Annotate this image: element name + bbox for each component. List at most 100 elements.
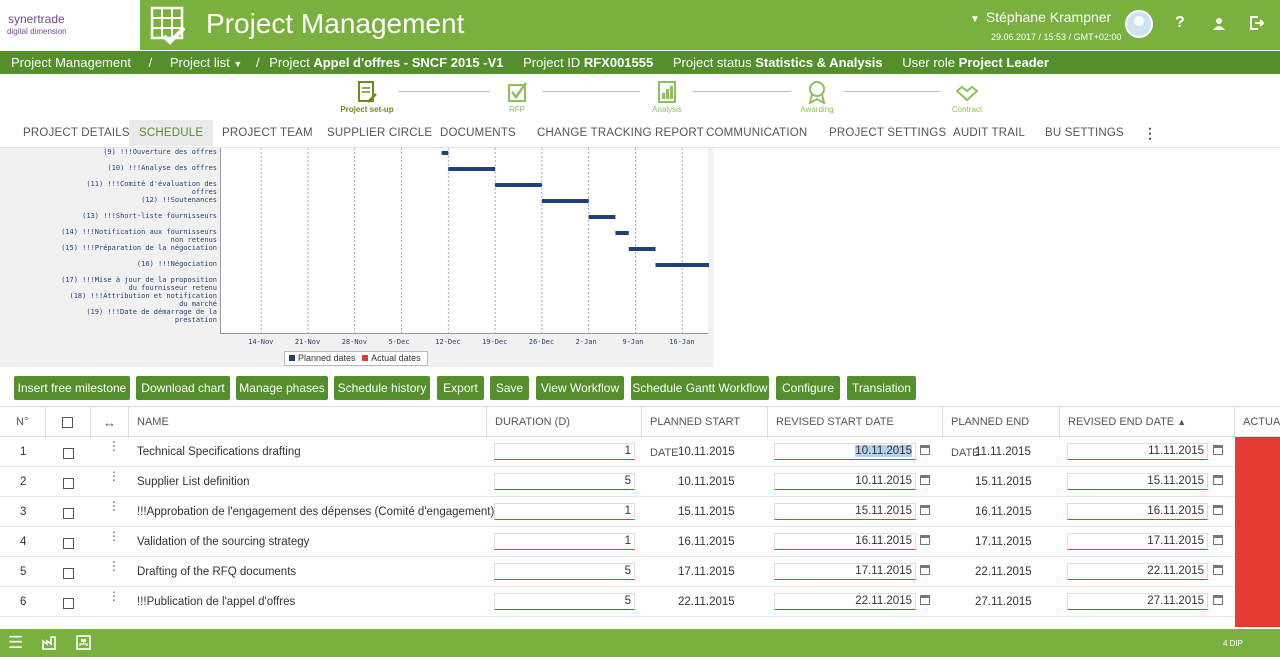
table-row[interactable]: 5 ⋮ Drafting of the RFQ documents 5 17.11.20… (0, 557, 1280, 587)
calendar-icon[interactable] (1213, 445, 1223, 455)
download-chart-button[interactable]: Download chart (136, 376, 230, 400)
avatar[interactable] (1125, 10, 1153, 38)
org-chart-icon[interactable] (76, 635, 91, 650)
revised-end-input[interactable]: 16.11.2015 (1067, 503, 1208, 520)
logout-icon[interactable] (1249, 15, 1265, 31)
revised-start-input[interactable]: 17.11.2015 (774, 563, 916, 580)
table-row[interactable]: 1 ⋮ Technical Specifications drafting 1 10.1… (0, 437, 1280, 467)
revised-end-input[interactable]: 15.11.2015 (1067, 473, 1208, 490)
gantt-bar[interactable] (628, 247, 656, 251)
calendar-icon[interactable] (1213, 565, 1223, 575)
col-name[interactable]: NAME (129, 407, 487, 438)
tab-change-tracking-report[interactable]: CHANGE TRACKING REPORT (537, 127, 704, 139)
save-button[interactable]: Save (490, 376, 529, 400)
row-menu-icon[interactable]: ⋮ (108, 589, 120, 603)
col-revised-start[interactable]: REVISED START DATE (768, 407, 943, 438)
revised-end-input[interactable]: 17.11.2015 (1067, 533, 1208, 550)
gantt-bar[interactable] (615, 231, 629, 235)
tab-communication[interactable]: COMMUNICATION (706, 127, 808, 139)
calendar-icon[interactable] (1213, 505, 1223, 515)
calendar-icon[interactable] (920, 535, 930, 545)
row-checkbox[interactable] (63, 478, 74, 489)
schedule-gantt-workflow-button[interactable]: Schedule Gantt Workflow (631, 376, 769, 400)
calendar-icon[interactable] (920, 445, 930, 455)
factory-icon[interactable] (42, 636, 57, 650)
row-checkbox[interactable] (63, 568, 74, 579)
revised-start-input[interactable]: 16.11.2015 (774, 533, 916, 550)
row-checkbox[interactable] (63, 538, 74, 549)
calendar-icon[interactable] (920, 505, 930, 515)
calendar-icon[interactable] (920, 475, 930, 485)
row-checkbox[interactable] (63, 448, 74, 459)
manage-phases-button[interactable]: Manage phases (236, 376, 328, 400)
revised-start-input[interactable]: 15.11.2015 (774, 503, 916, 520)
revised-end-input[interactable]: 22.11.2015 (1067, 563, 1208, 580)
duration-input[interactable]: 5 (494, 563, 635, 580)
tab-audit-trail[interactable]: AUDIT TRAIL (953, 127, 1026, 139)
calendar-icon[interactable] (1213, 475, 1223, 485)
tab-bu-settings[interactable]: BU SETTINGS (1045, 127, 1124, 139)
select-all-checkbox[interactable] (62, 417, 73, 428)
revised-end-input[interactable]: 11.11.2015 (1067, 443, 1208, 460)
breadcrumb-root[interactable]: Project Management (11, 55, 131, 70)
menu-icon[interactable]: ☰ (8, 633, 24, 652)
tab-supplier-circle[interactable]: SUPPLIER CIRCLE (327, 127, 433, 139)
calendar-icon[interactable] (920, 595, 930, 605)
tab-schedule[interactable]: SCHEDULE (129, 120, 214, 146)
expand-arrows-icon[interactable]: ↔ (91, 407, 129, 438)
synertrade-logo[interactable]: synertrade digital dimension (0, 0, 140, 50)
col-select[interactable] (46, 407, 91, 438)
col-number[interactable]: N° (0, 407, 46, 438)
view-workflow-button[interactable]: View Workflow (536, 376, 624, 400)
schedule-history-button[interactable]: Schedule history (334, 376, 430, 400)
step-analysis[interactable]: Analysis (617, 80, 717, 114)
row-checkbox[interactable] (63, 598, 74, 609)
user-menu[interactable]: ▼ Stéphane Krampner (970, 9, 1111, 25)
configure-button[interactable]: Configure (776, 376, 840, 400)
tab-documents[interactable]: DOCUMENTS (440, 127, 516, 139)
col-duration[interactable]: DURATION (D) (487, 407, 642, 438)
table-row[interactable]: 6 ⋮ !!!Publication de l'appel d'offres 5 22.… (0, 587, 1280, 617)
calendar-icon[interactable] (1213, 535, 1223, 545)
col-planned-start[interactable]: PLANNED START DATE (642, 407, 768, 459)
col-revised-end[interactable]: REVISED END DATE ▲ (1060, 407, 1235, 438)
more-vertical-icon[interactable]: ⋮ (1143, 125, 1158, 141)
step-project-setup[interactable]: Project set-up (317, 80, 417, 114)
translation-button[interactable]: Translation (847, 376, 916, 400)
col-planned-end[interactable]: PLANNED END DATE (943, 407, 1060, 459)
duration-input[interactable]: 1 (494, 443, 635, 460)
table-row[interactable]: 2 ⋮ Supplier List definition 5 10.11.2015 10.… (0, 467, 1280, 497)
duration-input[interactable]: 1 (494, 533, 635, 550)
row-menu-icon[interactable]: ⋮ (108, 529, 120, 543)
export-button[interactable]: Export (437, 376, 484, 400)
duration-input[interactable]: 5 (494, 593, 635, 610)
calendar-icon[interactable] (1213, 595, 1223, 605)
tab-project-settings[interactable]: PROJECT SETTINGS (829, 127, 947, 139)
gantt-bar[interactable] (588, 215, 616, 219)
row-menu-icon[interactable]: ⋮ (108, 469, 120, 483)
gantt-bar[interactable] (441, 151, 449, 155)
revised-start-input[interactable]: 22.11.2015 (774, 593, 916, 610)
step-rfp[interactable]: RFP (467, 80, 567, 114)
table-row[interactable]: 4 ⋮ Validation of the sourcing strategy 1 16… (0, 527, 1280, 557)
revised-end-input[interactable]: 27.11.2015 (1067, 593, 1208, 610)
duration-input[interactable]: 5 (494, 473, 635, 490)
row-menu-icon[interactable]: ⋮ (108, 439, 120, 453)
insert-free-milestone-button[interactable]: Insert free milestone (14, 376, 130, 400)
help-icon[interactable]: ? (1175, 14, 1185, 31)
duration-input[interactable]: 1 (494, 503, 635, 520)
row-checkbox[interactable] (63, 508, 74, 519)
sort-up-icon[interactable]: ▲ (1177, 417, 1187, 427)
tab-project-team[interactable]: PROJECT TEAM (222, 127, 313, 139)
gantt-bar[interactable] (541, 199, 589, 203)
step-awarding[interactable]: Awarding (767, 80, 867, 114)
calendar-icon[interactable] (920, 565, 930, 575)
user-switch-icon[interactable] (1212, 17, 1226, 31)
revised-start-input[interactable]: 10.11.2015 (774, 443, 916, 460)
table-row[interactable]: 3 ⋮ !!!Approbation de l'engagement des dép… (0, 497, 1280, 527)
caret-down-icon[interactable]: ▼ (233, 59, 243, 69)
gantt-bar[interactable] (655, 263, 750, 267)
tab-project-details[interactable]: PROJECT DETAILS (23, 127, 130, 139)
row-menu-icon[interactable]: ⋮ (108, 499, 120, 513)
step-contract[interactable]: Contract (917, 80, 1017, 114)
